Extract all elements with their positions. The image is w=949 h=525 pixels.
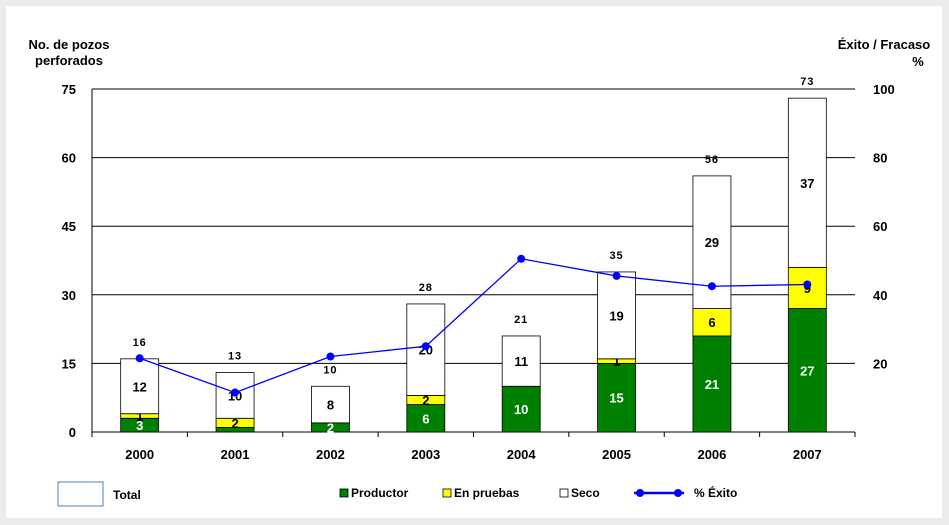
x-tick-label-2006: 2006 bbox=[697, 447, 726, 462]
legend-en-pruebas-label: En pruebas bbox=[454, 486, 520, 500]
bar-seco-2002 bbox=[311, 385, 350, 424]
bar-label-en-pruebas-2005: 1 bbox=[613, 354, 620, 369]
bar-label-productor-2006: 21 bbox=[705, 377, 719, 392]
x-tick-label-2000: 2000 bbox=[125, 447, 154, 462]
total-label-2004: 21 bbox=[514, 314, 528, 326]
line-point-exito-2004 bbox=[517, 254, 526, 263]
line-point-exito-2001 bbox=[231, 388, 240, 397]
bar-label-en-pruebas-2001: 2 bbox=[231, 416, 238, 431]
legend-productor-swatch bbox=[339, 488, 349, 498]
bar-seco-2001 bbox=[215, 372, 255, 419]
y2-tick-label-60: 60 bbox=[873, 219, 887, 234]
bar-label-seco-2007: 37 bbox=[800, 176, 814, 191]
y-axis-title-line-2: perforados bbox=[35, 53, 103, 68]
legend-exito-marker-right bbox=[674, 489, 682, 497]
bar-seco-2005 bbox=[597, 271, 636, 360]
bar-productor-2003 bbox=[406, 404, 446, 433]
bar-label-productor-2003: 6 bbox=[422, 411, 429, 426]
line-point-exito-2000 bbox=[135, 354, 144, 363]
legend-total-label: Total bbox=[113, 488, 141, 502]
chart: 0 15 30 45 60 75 20 40 60 80 100 No. de pozosperfor… bbox=[29, 37, 931, 507]
legend-total-box bbox=[57, 481, 104, 507]
x-tick-label-2004: 2004 bbox=[507, 447, 537, 462]
line-exito bbox=[139, 258, 808, 394]
x-tick-label-2003: 2003 bbox=[411, 447, 440, 462]
legend-exito-marker-left bbox=[636, 489, 644, 497]
y2-tick-label-80: 80 bbox=[873, 151, 887, 166]
y2-tick-label-100: 100 bbox=[873, 82, 895, 97]
legend-productor-label: Productor bbox=[351, 486, 409, 500]
bar-en-pruebas-2006 bbox=[692, 308, 732, 337]
bar-productor-2005 bbox=[597, 362, 636, 433]
y-tick-label-0: 0 bbox=[69, 425, 76, 440]
line-point-exito-2003 bbox=[421, 342, 430, 351]
bar-label-seco-2002: 8 bbox=[327, 398, 334, 413]
bar-label-seco-2000: 12 bbox=[132, 379, 146, 394]
total-label-2003: 28 bbox=[419, 282, 433, 294]
bar-label-productor-2004: 10 bbox=[514, 402, 528, 417]
y-tick-label-45: 45 bbox=[62, 219, 76, 234]
y-tick-label-15: 15 bbox=[62, 356, 76, 371]
bar-seco-2007 bbox=[787, 97, 827, 268]
bar-seco-2004 bbox=[501, 335, 541, 387]
bar-label-productor-2005: 15 bbox=[609, 391, 623, 406]
x-tick-label-2007: 2007 bbox=[793, 447, 822, 462]
bar-productor-2007 bbox=[787, 308, 827, 433]
total-label-2000: 16 bbox=[133, 337, 147, 349]
x-tick-label-2001: 2001 bbox=[221, 447, 250, 462]
bar-productor-2004 bbox=[501, 385, 541, 433]
bar-label-seco-2005: 19 bbox=[609, 308, 623, 323]
line-point-exito-2007 bbox=[803, 280, 812, 289]
legend-seco-swatch bbox=[559, 488, 569, 498]
x-tick-label-2005: 2005 bbox=[602, 447, 631, 462]
y-axis-title-line-1: No. de pozos bbox=[29, 37, 110, 52]
bar-label-productor-2000: 3 bbox=[136, 418, 143, 433]
bar-productor-2006 bbox=[692, 335, 732, 433]
y2-axis-title-line-1: Éxito / Fracaso bbox=[838, 37, 931, 52]
legend-exito-label: % Éxito bbox=[694, 485, 737, 500]
y-tick-label-60: 60 bbox=[62, 151, 76, 166]
total-label-2006: 56 bbox=[705, 154, 719, 166]
total-label-2001: 13 bbox=[228, 351, 242, 363]
chart-frame: 0 15 30 45 60 75 20 40 60 80 100 No. de pozos perfor… bbox=[6, 6, 942, 518]
total-label-2007: 73 bbox=[800, 76, 814, 88]
legend-seco-label: Seco bbox=[571, 486, 600, 500]
y2-tick-label-20: 20 bbox=[873, 356, 887, 371]
bar-label-en-pruebas-2006: 6 bbox=[708, 315, 715, 330]
bar-label-en-pruebas-2000: 1 bbox=[136, 409, 143, 424]
total-label-2005: 35 bbox=[609, 250, 623, 262]
line-point-exito-2002 bbox=[326, 352, 335, 361]
x-tick-label-2002: 2002 bbox=[316, 447, 345, 462]
line-point-exito-2005 bbox=[612, 271, 621, 280]
y2-tick-label-40: 40 bbox=[873, 288, 887, 303]
legend-en-pruebas-swatch bbox=[442, 488, 452, 498]
total-label-2002: 10 bbox=[323, 364, 337, 376]
bar-label-seco-2006: 29 bbox=[705, 235, 719, 250]
bar-label-seco-2004: 11 bbox=[514, 354, 528, 369]
bar-label-productor-2002: 2 bbox=[327, 420, 334, 435]
y-tick-label-30: 30 bbox=[62, 288, 76, 303]
y2-axis-title-line-2: % bbox=[912, 54, 924, 69]
bar-label-en-pruebas-2003: 2 bbox=[422, 393, 429, 408]
line-point-exito-2006 bbox=[707, 282, 716, 291]
bar-label-productor-2007: 27 bbox=[800, 363, 814, 378]
y-tick-label-75: 75 bbox=[62, 82, 76, 97]
